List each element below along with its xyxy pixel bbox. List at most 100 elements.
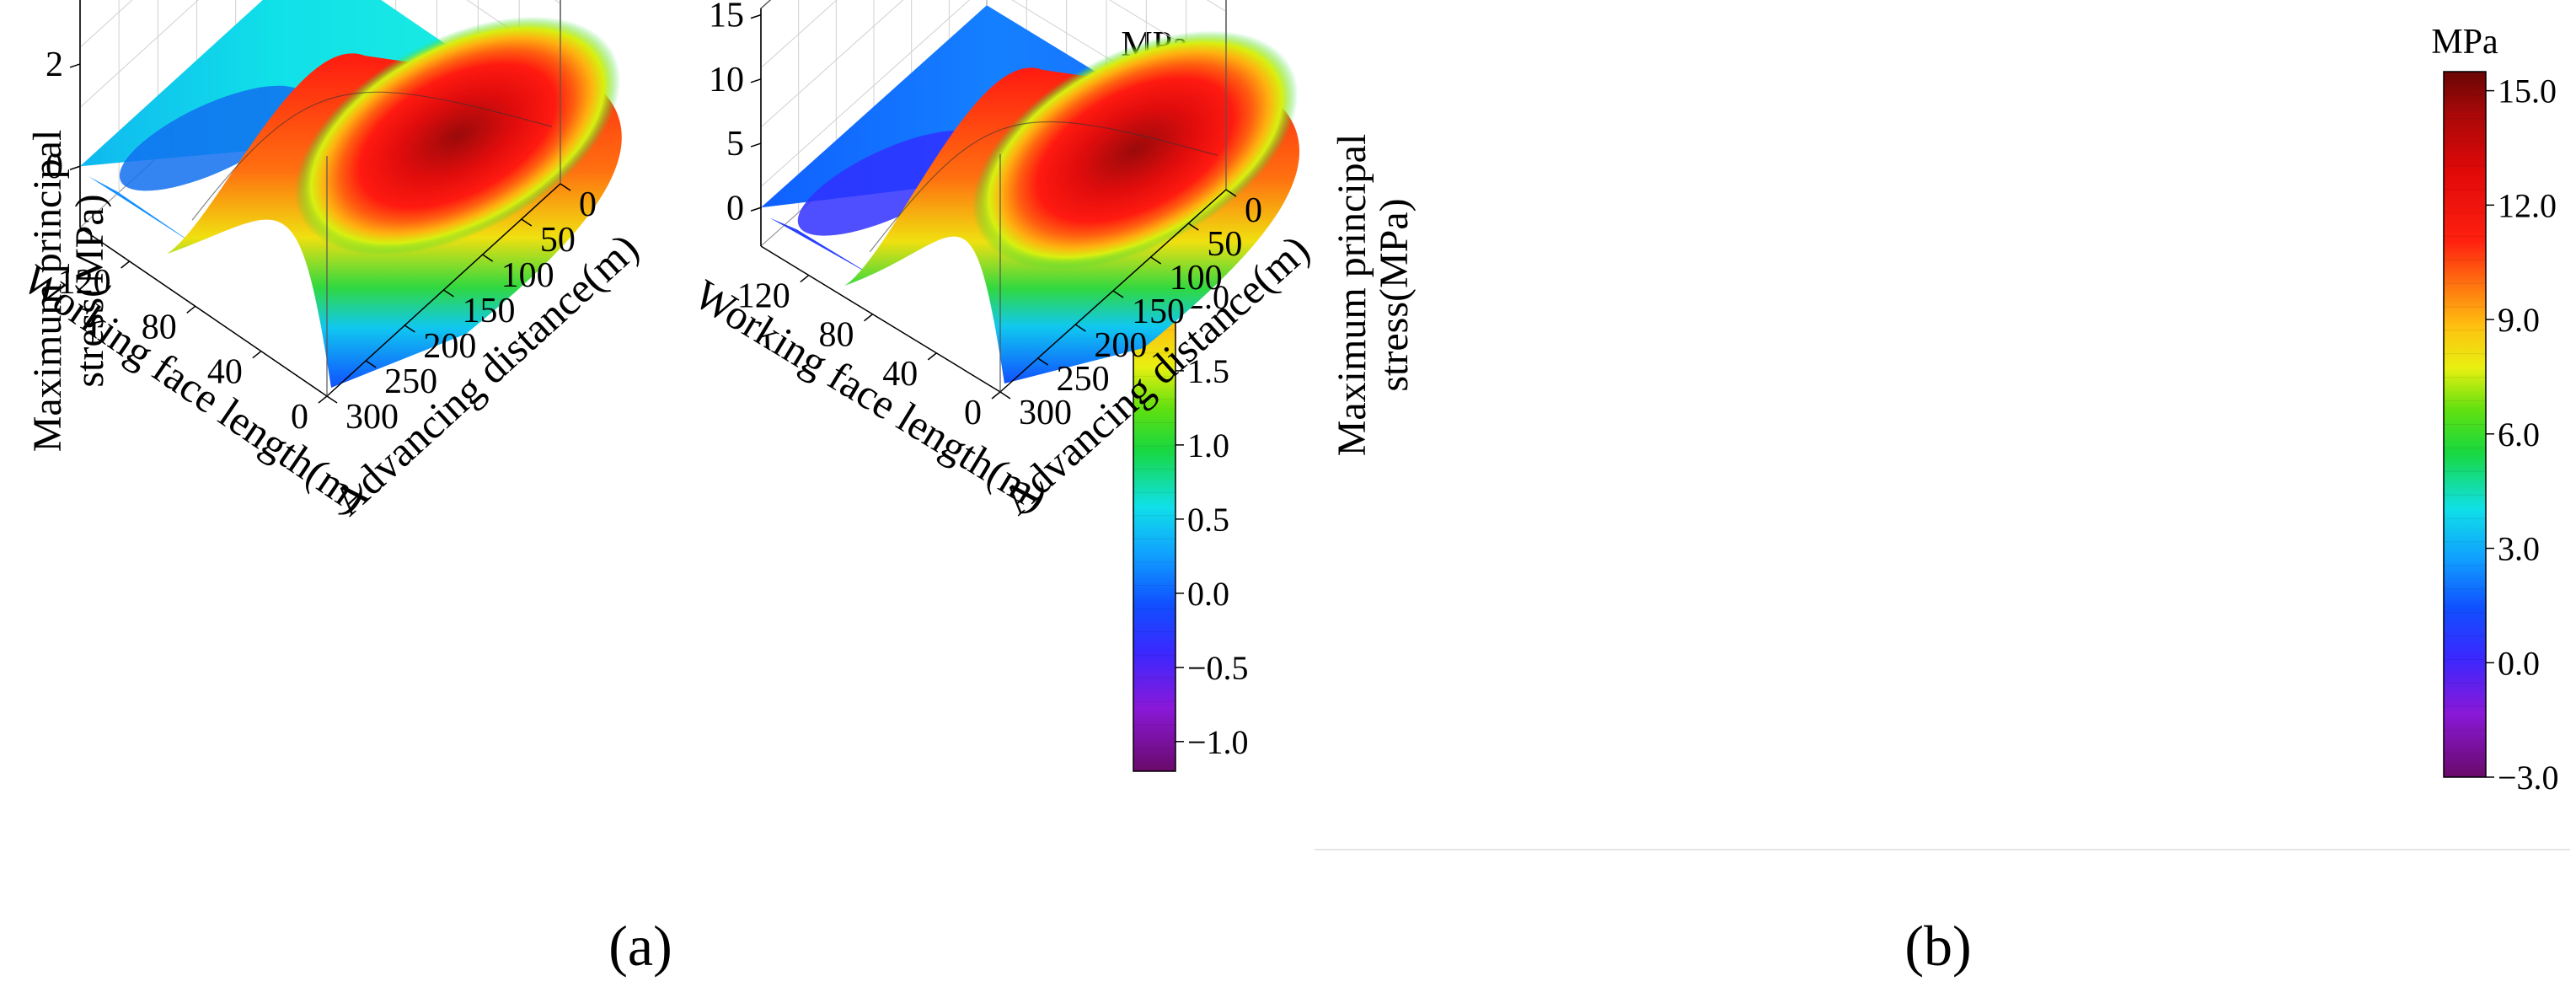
stress-surface bbox=[80, 0, 622, 389]
colorbar-tick-label: −3.0 bbox=[2498, 759, 2559, 797]
contour-line bbox=[191, 91, 553, 221]
z-tick-label: 10 bbox=[709, 61, 744, 99]
y-tick-label: 300 bbox=[345, 398, 399, 437]
x-tick-mark bbox=[186, 305, 196, 314]
y-tick-mark bbox=[1225, 189, 1237, 197]
surface-cutaway bbox=[163, 219, 331, 388]
colorbar-tick-label: 12.0 bbox=[2498, 186, 2557, 224]
y-tick-label: 0 bbox=[1245, 191, 1262, 230]
z-axis-title: Maximum principalstress(MPa) bbox=[1330, 134, 1417, 457]
grid-line bbox=[79, 0, 199, 108]
colorbar-gradient bbox=[2443, 71, 2487, 778]
y-tick-mark bbox=[443, 289, 454, 298]
y-tick-label: 100 bbox=[501, 256, 554, 295]
z-tick-label: 5 bbox=[726, 125, 744, 164]
y-tick-label: 200 bbox=[1094, 326, 1147, 365]
z-axis-title-line1: Maximum principal bbox=[1330, 134, 1374, 457]
x-tick-label: 40 bbox=[882, 355, 918, 394]
colorbar-tick-label: 3.0 bbox=[2498, 530, 2540, 568]
x-axis-line bbox=[79, 227, 328, 397]
z-tick-mark bbox=[750, 13, 762, 19]
y-tick-mark bbox=[482, 254, 494, 262]
z-tick-label: 0 bbox=[46, 148, 63, 186]
y-tick-label: 0 bbox=[579, 185, 597, 224]
z-tick-label: 2 bbox=[46, 46, 63, 84]
x-tick-mark bbox=[120, 260, 131, 269]
grid-line bbox=[760, 0, 971, 187]
y-tick-mark bbox=[1150, 256, 1162, 265]
x-tick-label: 80 bbox=[142, 308, 177, 346]
colorbar-tick-label: 9.0 bbox=[2498, 301, 2540, 339]
colorbar-title: MPa bbox=[2431, 23, 2498, 62]
x-tick-label: 40 bbox=[207, 353, 243, 392]
y-tick-label: 50 bbox=[540, 221, 576, 260]
grid-line bbox=[760, 0, 904, 128]
y-tick-label: 250 bbox=[384, 362, 437, 401]
surface-peak bbox=[294, 16, 621, 255]
x-tick-label: 120 bbox=[737, 277, 790, 316]
surface-left-edge bbox=[769, 217, 876, 278]
colorbar-tick-label: 1.0 bbox=[1187, 426, 1229, 464]
panel-separator bbox=[1315, 849, 2570, 850]
z-axis-title: Maximum principalstress(MPa) bbox=[25, 130, 112, 453]
colorbar-tick-label: 6.0 bbox=[2498, 416, 2540, 453]
z-tick-mark bbox=[750, 207, 762, 212]
y-tick-mark bbox=[326, 395, 338, 404]
x-tick-label: 0 bbox=[964, 394, 982, 432]
colorbar-tick-label: 0.5 bbox=[1187, 501, 1229, 539]
z-tick-mark bbox=[750, 142, 762, 148]
y-tick-mark bbox=[1187, 223, 1199, 231]
z-axis-title-line1: Maximum principal bbox=[25, 130, 70, 453]
x-axis-line bbox=[760, 245, 1001, 393]
y-tick-label: 200 bbox=[423, 327, 476, 366]
y-tick-label: 50 bbox=[1207, 225, 1242, 264]
x-tick-mark bbox=[800, 275, 810, 283]
colorbar-tick-label: −0.5 bbox=[1187, 649, 1249, 687]
y-tick-mark bbox=[560, 183, 571, 191]
y-tick-mark bbox=[1112, 290, 1124, 298]
x-tick-mark bbox=[991, 391, 1001, 400]
grid-line bbox=[760, 0, 838, 68]
surface-trough bbox=[119, 85, 306, 191]
y-tick-label: 100 bbox=[1170, 259, 1223, 298]
panel-label: (a) bbox=[608, 914, 672, 978]
colorbar-tick-label: 1.5 bbox=[1187, 352, 1229, 390]
y-tick-mark bbox=[1074, 324, 1086, 332]
z-tick-mark bbox=[750, 78, 762, 83]
y-tick-mark bbox=[404, 325, 415, 333]
y-tick-label: 300 bbox=[1019, 394, 1072, 432]
surface-left-edge bbox=[88, 176, 199, 248]
z-tick-mark bbox=[69, 63, 81, 68]
x-tick-label: 0 bbox=[291, 398, 308, 437]
panel-b: 04080120050100150200250300051015Working … bbox=[687, 0, 2559, 978]
panel-label: (b) bbox=[1904, 914, 1971, 978]
y-tick-label: 150 bbox=[463, 292, 516, 330]
y-tick-mark bbox=[521, 218, 533, 227]
y-tick-label: 250 bbox=[1057, 360, 1110, 399]
surface-peak bbox=[972, 30, 1299, 270]
y-tick-label: 150 bbox=[1132, 292, 1185, 331]
contour-line bbox=[869, 121, 1218, 253]
z-tick-label: 0 bbox=[726, 189, 744, 228]
grid-line bbox=[79, 0, 133, 48]
colorbar-tick-label: 0.0 bbox=[1187, 575, 1229, 613]
z-tick-mark bbox=[69, 165, 81, 170]
colorbar-tick-label: 15.0 bbox=[2498, 72, 2557, 110]
stress-surface bbox=[761, 5, 1300, 384]
colorbar-tick-label: −1.0 bbox=[1187, 723, 1249, 761]
surface-cutaway bbox=[836, 236, 1004, 384]
x-tick-label: 80 bbox=[819, 316, 854, 355]
y-tick-mark bbox=[999, 391, 1011, 400]
y-tick-mark bbox=[1037, 357, 1049, 366]
x-tick-mark bbox=[927, 352, 937, 361]
colorbar-tick-label: 0.0 bbox=[2498, 644, 2540, 682]
x-tick-mark bbox=[318, 395, 328, 404]
z-axis-title-line2: stress(MPa) bbox=[1372, 198, 1417, 391]
y-tick-mark bbox=[365, 360, 377, 368]
z-tick-label: 15 bbox=[709, 0, 744, 35]
x-tick-mark bbox=[864, 314, 874, 322]
z-axis-title-line2: stress(MPa) bbox=[67, 194, 112, 387]
x-tick-label: 120 bbox=[58, 263, 111, 302]
